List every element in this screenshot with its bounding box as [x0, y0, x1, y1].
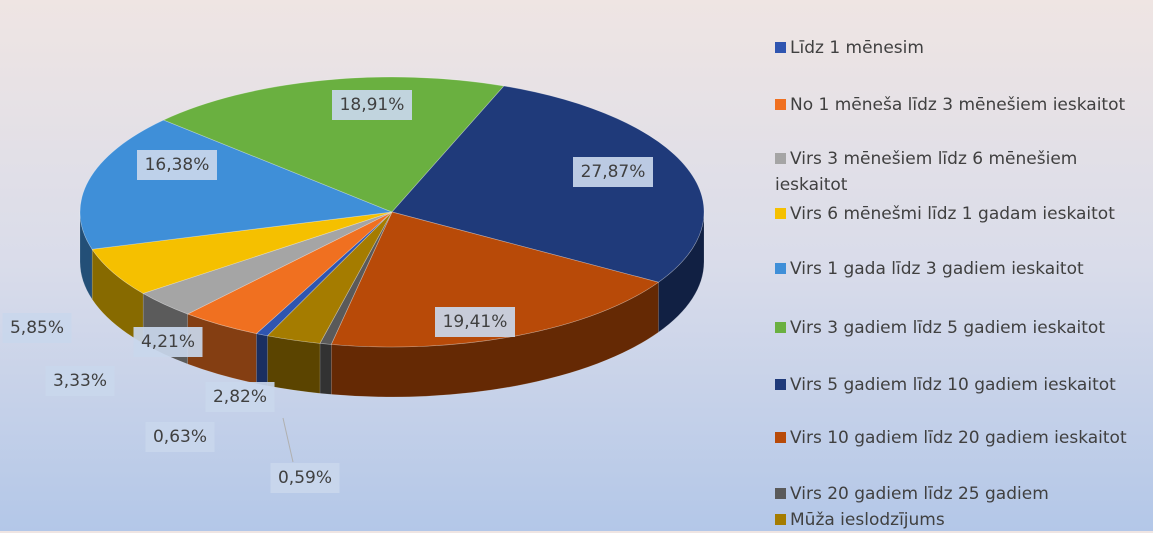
- data-label: 5,85%: [10, 318, 64, 338]
- legend-swatch: [775, 432, 786, 443]
- label-box: [435, 307, 515, 337]
- label-box: [332, 90, 412, 120]
- label-box: [133, 327, 203, 357]
- legend-label: Virs 3 mēnešiem līdz 6 mēnešiem ieskaito…: [775, 149, 1078, 195]
- legend-label: No 1 mēneša līdz 3 mēnešiem ieskaitot: [790, 95, 1126, 115]
- legend-swatch: [775, 379, 786, 390]
- legend-swatch: [775, 99, 786, 110]
- slice: [319, 211, 393, 345]
- slice: [391, 85, 705, 283]
- legend-swatch: [775, 153, 786, 164]
- leader-line: [282, 417, 294, 463]
- data-label: 2,82%: [213, 387, 267, 407]
- label-box: [2, 313, 72, 343]
- slice: [255, 211, 393, 337]
- label-box: [573, 157, 653, 187]
- data-label: 18,91%: [340, 95, 405, 115]
- data-label: 16,38%: [145, 155, 210, 175]
- legend-swatch: [775, 263, 786, 274]
- legend-entry: Līdz 1 mēnesim: [775, 35, 1150, 61]
- data-label: 0,59%: [278, 468, 332, 488]
- slice: [186, 211, 393, 334]
- label-box: [45, 366, 115, 396]
- legend-swatch: [775, 42, 786, 53]
- label-box: [205, 382, 275, 412]
- legend-entry: Mūža ieslodzījums: [775, 507, 1150, 533]
- legend-label: Virs 6 mēnešmi līdz 1 gadam ieskaitot: [790, 204, 1115, 224]
- legend-entry: Virs 3 mēnešiem līdz 6 mēnešiem ieskaito…: [775, 146, 1150, 198]
- legend-label: Virs 20 gadiem līdz 25 gadiem: [790, 484, 1049, 504]
- legend-swatch: [775, 208, 786, 219]
- legend-label: Līdz 1 mēnesim: [790, 38, 924, 58]
- legend-swatch: [775, 488, 786, 499]
- legend-label: Virs 3 gadiem līdz 5 gadiem ieskaitot: [790, 318, 1105, 338]
- data-label: 27,87%: [581, 162, 646, 182]
- legend-entry: No 1 mēneša līdz 3 mēnešiem ieskaitot: [775, 92, 1150, 118]
- legend-entry: Virs 5 gadiem līdz 10 gadiem ieskaitot: [775, 372, 1150, 398]
- slice-side: [319, 343, 332, 395]
- legend-label: Virs 10 gadiem līdz 20 gadiem ieskaitot: [790, 428, 1127, 448]
- data-label: 19,41%: [443, 312, 508, 332]
- data-label: 3,33%: [53, 371, 107, 391]
- legend-swatch: [775, 322, 786, 333]
- label-box: [145, 422, 215, 452]
- slice-side: [267, 335, 321, 394]
- legend-label: Virs 5 gadiem līdz 10 gadiem ieskaitot: [790, 375, 1116, 395]
- legend-entry: Virs 20 gadiem līdz 25 gadiem: [775, 481, 1150, 507]
- slice: [330, 211, 660, 348]
- label-box: [270, 463, 340, 493]
- legend-label: Virs 1 gada līdz 3 gadiem ieskaitot: [790, 259, 1084, 279]
- legend-entry: Virs 6 mēnešmi līdz 1 gadam ieskaitot: [775, 201, 1150, 227]
- chart: 0,63% 4,21% 3,33% 5,85% 16,38% 18,91% 27,87% 19…: [2, 76, 705, 493]
- data-label: 4,21%: [141, 332, 195, 352]
- legend-entry: Virs 10 gadiem līdz 20 gadiem ieskaitot: [775, 425, 1150, 451]
- legend-entry: Virs 3 gadiem līdz 5 gadiem ieskaitot: [775, 315, 1150, 341]
- slice-side: [256, 333, 268, 387]
- slice: [266, 211, 393, 344]
- label-box: [137, 150, 217, 180]
- data-label: 0,63%: [153, 427, 207, 447]
- slice: [91, 211, 393, 294]
- legend-swatch: [775, 514, 786, 525]
- legend-entry: Virs 1 gada līdz 3 gadiem ieskaitot: [775, 256, 1150, 282]
- legend-label: Mūža ieslodzījums: [790, 510, 945, 530]
- slice: [162, 76, 505, 213]
- slice: [142, 211, 393, 315]
